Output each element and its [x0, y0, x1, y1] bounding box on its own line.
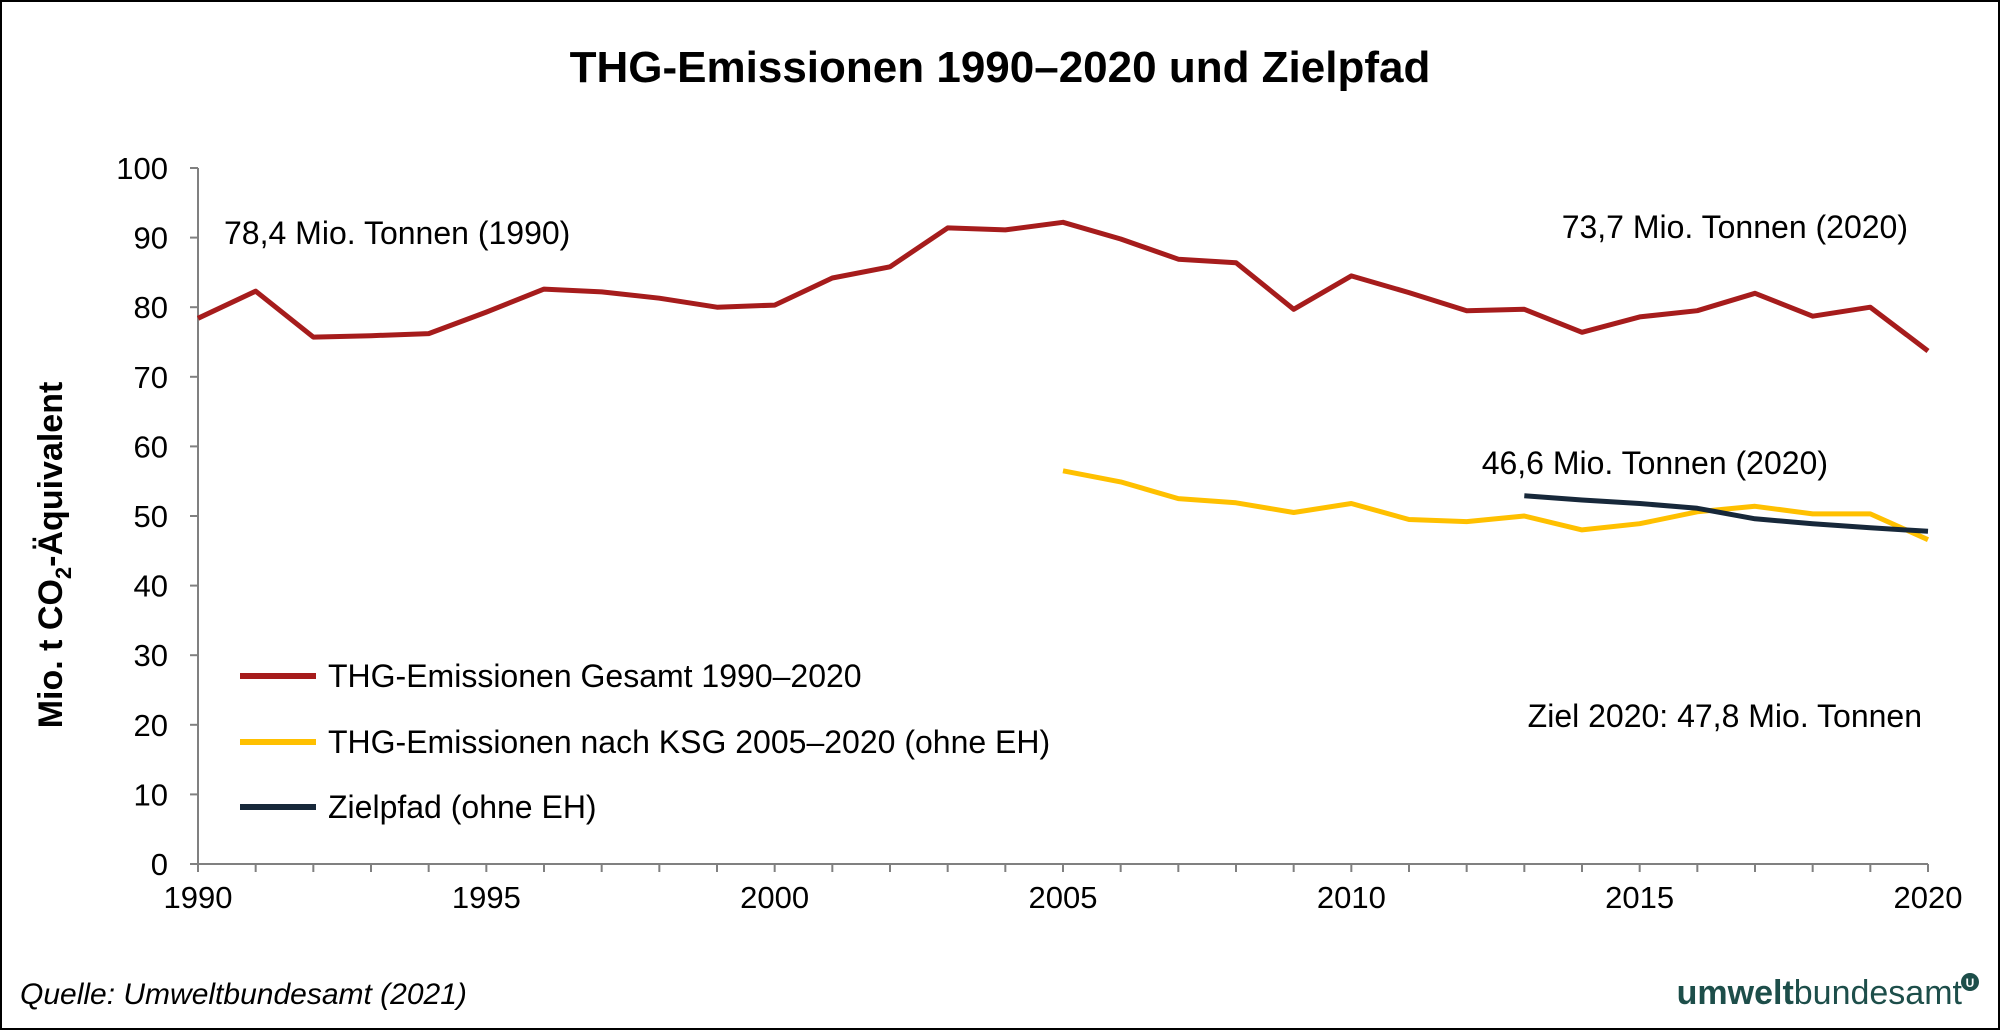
y-tick-label: 90 [134, 221, 168, 256]
logo-text: umweltbundesamt [1677, 974, 1963, 1012]
y-tick-label: 50 [134, 499, 168, 534]
source-note: Quelle: Umweltbundesamt (2021) [20, 978, 467, 1011]
series-line-ksg [1062, 468, 1930, 542]
legend: THG-Emissionen Gesamt 1990–2020 THG-Emis… [240, 658, 1050, 825]
y-tick-label: 80 [134, 290, 168, 325]
legend-label-target: Zielpfad (ohne EH) [328, 789, 597, 825]
y-tick-label: 0 [151, 847, 168, 882]
y-tick-label: 100 [116, 151, 168, 186]
y-axis-label-part-1: Mio. t CO [32, 579, 70, 728]
umweltbundesamt-logo: umweltbundesamt U [1677, 973, 1979, 1012]
x-tick-label: 2015 [1605, 880, 1674, 915]
legend-label-total: THG-Emissionen Gesamt 1990–2020 [328, 658, 862, 694]
annotation-target-2020: Ziel 2020: 47,8 Mio. Tonnen [1528, 698, 1922, 734]
series-line-target [1524, 493, 1929, 534]
x-tick-label: 1990 [164, 880, 233, 915]
series-layer [196, 219, 1930, 542]
annotation-2020-total: 73,7 Mio. Tonnen (2020) [1562, 209, 1908, 245]
x-tick-label: 1995 [452, 880, 521, 915]
x-tick-label: 2010 [1317, 880, 1386, 915]
y-tick-label: 40 [134, 569, 168, 604]
y-tick-label: 70 [134, 360, 168, 395]
logo-mark-icon [1961, 973, 1979, 991]
y-tick-label: 10 [134, 777, 168, 812]
y-tick-label: 60 [134, 429, 168, 464]
x-tick-label: 2005 [1029, 880, 1098, 915]
logo-text-regular: bundesamt [1794, 974, 1963, 1012]
series-line-total [196, 219, 1930, 353]
y-axis-label-part-2: -Äquivalent [32, 382, 70, 567]
logo-mark-glyph: U [1966, 976, 1975, 990]
x-tick-label: 2000 [740, 880, 809, 915]
y-axis-label: Mio. t CO2-Äquivalent [32, 382, 76, 729]
y-tick-label: 30 [134, 638, 168, 673]
annotation-1990-total: 78,4 Mio. Tonnen (1990) [224, 215, 570, 251]
x-tick-label: 2020 [1894, 880, 1963, 915]
legend-label-ksg: THG-Emissionen nach KSG 2005–2020 (ohne … [328, 724, 1050, 760]
logo-text-bold: umwelt [1677, 974, 1794, 1012]
annotation-2020-ksg: 46,6 Mio. Tonnen (2020) [1482, 445, 1828, 481]
y-ticks: 0 10 20 30 40 50 60 70 80 90 100 [116, 151, 198, 882]
chart-title: THG-Emissionen 1990–2020 und Zielpfad [570, 43, 1431, 92]
x-ticks: 1990 1995 2000 2005 2010 2015 2020 [164, 864, 1963, 915]
y-axis-label-subscript: 2 [51, 567, 76, 579]
y-tick-label: 20 [134, 708, 168, 743]
